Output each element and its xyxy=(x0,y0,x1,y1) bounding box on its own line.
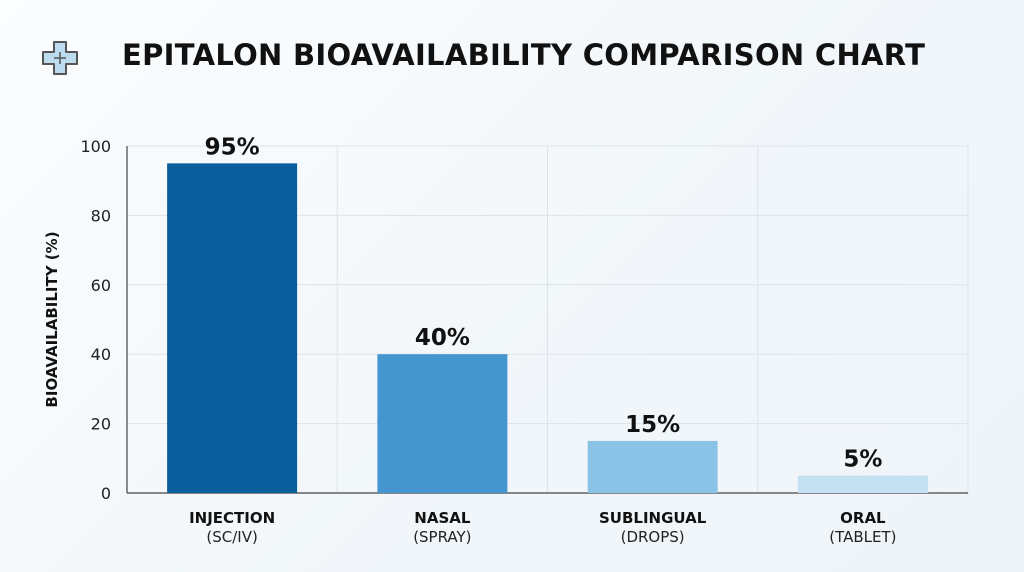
x-tick-label: NASAL xyxy=(414,509,471,527)
bar xyxy=(587,440,718,493)
x-tick-sublabel: (DROPS) xyxy=(621,528,685,546)
y-tick-label: 0 xyxy=(101,484,111,503)
medical-cross-icon xyxy=(42,41,78,75)
y-tick-label: 60 xyxy=(91,276,111,295)
chart-title: EPITALON BIOAVAILABILITY COMPARISON CHAR… xyxy=(122,38,926,72)
bar xyxy=(797,475,928,493)
x-tick-sublabel: (SPRAY) xyxy=(413,528,471,546)
data-label: 40% xyxy=(415,325,470,351)
data-label: 15% xyxy=(625,412,680,438)
y-tick-label: 100 xyxy=(80,137,111,156)
y-axis-label: BIOAVAILABILITY (%) xyxy=(43,231,61,407)
y-tick-label: 40 xyxy=(91,345,111,364)
y-tick-label: 80 xyxy=(91,206,111,225)
x-tick-label: SUBLINGUAL xyxy=(599,509,707,527)
x-tick-sublabel: (TABLET) xyxy=(829,528,896,546)
y-tick-label: 20 xyxy=(91,415,111,434)
x-tick-label: ORAL xyxy=(840,509,886,527)
x-tick-label: INJECTION xyxy=(189,509,275,527)
data-label: 95% xyxy=(205,134,260,160)
bar xyxy=(167,163,298,493)
bar xyxy=(377,354,508,493)
data-label: 5% xyxy=(843,447,882,473)
x-tick-sublabel: (SC/IV) xyxy=(206,528,257,546)
